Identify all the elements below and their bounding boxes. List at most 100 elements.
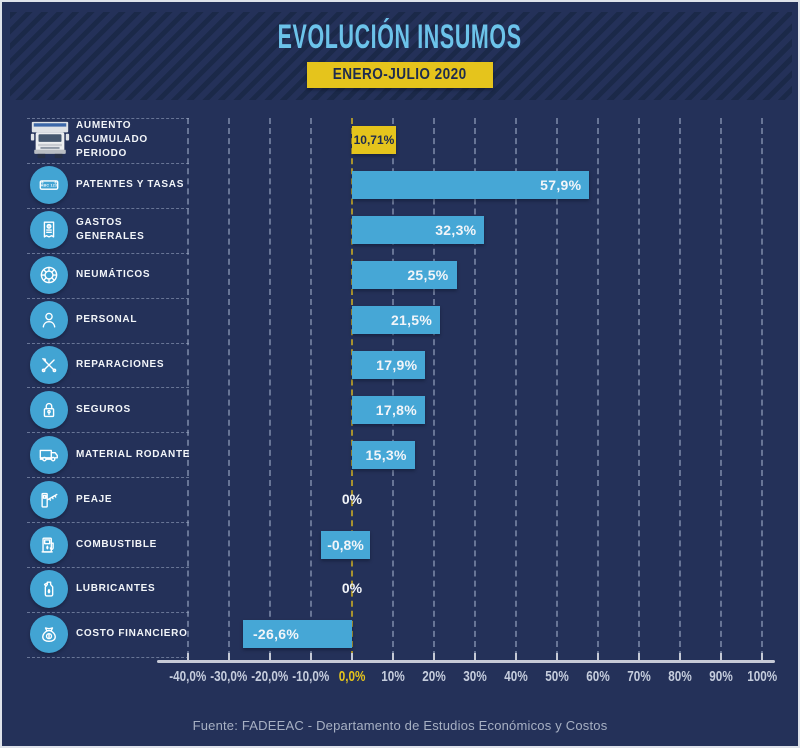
x-axis-tick <box>392 653 394 660</box>
bar: 10,71% <box>352 126 396 155</box>
box-truck-front-icon <box>28 120 72 160</box>
category-label: AUMENTO ACUMULADO PERIODO <box>76 120 148 160</box>
bar: -26,6% <box>242 620 352 649</box>
x-axis-tick <box>433 653 435 660</box>
row-separator <box>27 567 189 568</box>
period-badge: ENERO-JULIO 2020 <box>307 62 493 88</box>
x-axis-tick <box>679 653 681 660</box>
gridline <box>679 118 681 657</box>
bar: 32,3% <box>352 216 485 245</box>
padlock-icon <box>30 390 68 429</box>
x-tick-label: -20,0% <box>239 668 301 686</box>
gridline <box>474 118 476 657</box>
repair-tools-icon <box>30 345 68 384</box>
x-tick-label: 40% <box>485 668 547 686</box>
x-tick-label: 100% <box>731 668 793 686</box>
svg-text:ABC 123: ABC 123 <box>41 184 58 188</box>
x-tick-label-text: -30,0% <box>210 668 248 685</box>
row-separator <box>27 432 189 434</box>
x-axis-tick <box>474 653 476 660</box>
truck-side-icon <box>30 435 68 474</box>
license-plate-icon: ABC 123 <box>30 166 68 205</box>
zero-gridline <box>351 118 353 657</box>
toll-barrier-icon <box>30 480 68 519</box>
gridline <box>392 118 394 657</box>
period-badge-label: ENERO-JULIO 2020 <box>333 66 467 83</box>
category-label: GASTOS GENERALES <box>76 217 145 243</box>
x-tick-label-text: 70% <box>627 668 651 685</box>
x-tick-label: 20% <box>403 668 465 686</box>
bar: 17,9% <box>352 350 426 379</box>
badge-row: ENERO-JULIO 2020 <box>2 62 798 88</box>
x-tick-label-text: 40% <box>504 668 528 685</box>
category-label: PEAJE <box>76 493 113 505</box>
x-tick-label-text: 90% <box>709 668 733 685</box>
value-label: -26,6% <box>252 626 300 643</box>
x-tick-label-text: 50% <box>545 668 569 685</box>
x-tick-label-text: -10,0% <box>292 668 330 685</box>
category-label: SEGUROS <box>76 403 131 415</box>
gridline <box>433 118 435 657</box>
x-axis-tick <box>638 653 640 660</box>
x-axis-tick <box>187 653 189 660</box>
row-separator <box>27 342 189 344</box>
category-label: COSTO FINANCIERO <box>76 628 188 640</box>
gridline <box>269 118 271 657</box>
category-label: REPARACIONES <box>76 358 165 370</box>
row-separator <box>27 207 189 209</box>
value-label: 0% <box>341 490 363 507</box>
x-tick-label: -40,0% <box>157 668 219 686</box>
row-separator <box>27 252 189 254</box>
x-tick-label-text: 60% <box>586 668 610 685</box>
bar: 21,5% <box>352 306 441 335</box>
category-label: MATERIAL RODANTE <box>76 448 191 460</box>
x-tick-label: 60% <box>567 668 629 686</box>
x-axis-tick <box>597 653 599 660</box>
x-tick-label: 50% <box>526 668 588 686</box>
x-axis-tick <box>351 653 353 660</box>
row-separator <box>27 522 189 524</box>
page-title: EVOLUCIÓN INSUMOS <box>278 18 522 56</box>
money-bag-icon <box>30 615 68 654</box>
x-tick-label: 10% <box>362 668 424 686</box>
x-tick-label: -30,0% <box>198 668 260 686</box>
x-axis-tick <box>556 653 558 660</box>
value-label: 57,9% <box>540 177 582 194</box>
x-axis-tick <box>228 653 230 660</box>
category-label: PERSONAL <box>76 314 138 326</box>
bar-value-chip: -0,8% <box>321 530 370 559</box>
x-axis-tick <box>269 653 271 660</box>
category-label: NEUMÁTICOS <box>76 269 151 281</box>
x-axis-tick <box>761 653 763 660</box>
source-note: Fuente: FADEEAC - Departamento de Estudi… <box>192 718 608 733</box>
bar: 17,8% <box>352 395 425 424</box>
value-label: 15,3% <box>365 446 407 463</box>
x-tick-label: 90% <box>690 668 752 686</box>
gridline <box>761 118 763 657</box>
x-tick-label-text: 100% <box>747 668 777 685</box>
x-tick-label-text: -40,0% <box>169 668 207 685</box>
gridline <box>228 118 230 657</box>
oil-container-icon <box>30 570 68 609</box>
fuel-pump-icon <box>30 525 68 564</box>
x-tick-label: 80% <box>649 668 711 686</box>
category-label: PATENTES Y TASAS <box>76 179 185 191</box>
value-label: 32,3% <box>435 222 477 239</box>
tire-icon <box>30 256 68 295</box>
x-tick-label-text: 80% <box>668 668 692 685</box>
x-tick-label-text: 20% <box>422 668 446 685</box>
row-separator <box>27 118 189 119</box>
row-separator <box>27 162 189 164</box>
x-axis-tick <box>720 653 722 660</box>
x-tick-label-text: 30% <box>463 668 487 685</box>
value-label: 25,5% <box>407 267 449 284</box>
value-label: 17,8% <box>375 401 417 418</box>
gridline <box>597 118 599 657</box>
gridline <box>310 118 312 657</box>
row-separator <box>27 387 189 389</box>
bar: 15,3% <box>352 440 415 469</box>
x-tick-label: -10,0% <box>280 668 342 686</box>
